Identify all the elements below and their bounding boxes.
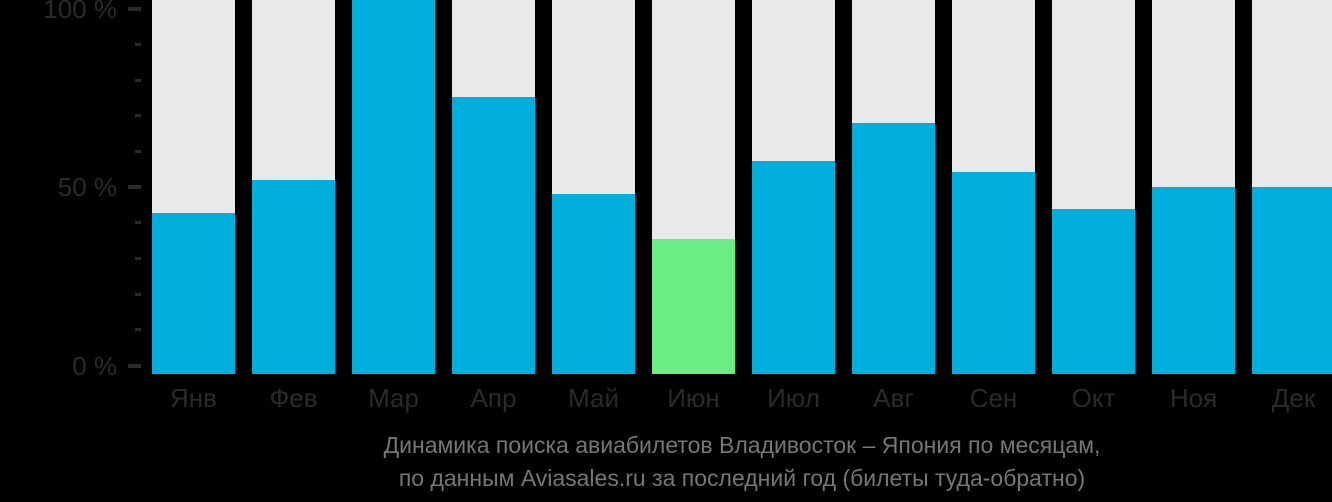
y-tick-label: 0 % — [72, 350, 117, 381]
x-tick-label: Июл — [767, 383, 820, 413]
bar-column — [952, 0, 1035, 374]
x-tick-label: Окт — [1071, 383, 1116, 413]
x-tick-label: Янв — [170, 383, 217, 413]
bar-column — [352, 0, 435, 374]
x-tick-label: Мар — [368, 383, 419, 413]
bar-column — [1052, 0, 1135, 374]
chart-caption: Динамика поиска авиабилетов Владивосток … — [152, 431, 1332, 492]
bar — [1152, 187, 1235, 374]
y-tick-minor — [135, 328, 141, 332]
x-tick-label: Дек — [1271, 383, 1316, 413]
bar — [152, 213, 235, 374]
bar — [852, 123, 935, 374]
y-tick-label: 100 % — [43, 0, 117, 24]
bar — [1252, 187, 1332, 374]
bar-column — [452, 0, 535, 374]
chart-subtitle: по данным Aviasales.ru за последний год … — [398, 465, 1086, 491]
y-tick-major — [128, 363, 141, 368]
x-tick-label: Сен — [969, 383, 1018, 413]
bar-column — [1152, 0, 1235, 374]
bar-column — [152, 0, 235, 374]
bar-column — [252, 0, 335, 374]
bar — [552, 194, 635, 374]
bar — [752, 161, 835, 374]
bar — [352, 0, 435, 374]
x-tick-label: Ноя — [1169, 383, 1218, 413]
x-tick-label: Июн — [667, 383, 720, 413]
x-tick-label: Авг — [873, 383, 914, 413]
y-tick-minor — [135, 221, 141, 225]
bar — [252, 180, 335, 374]
x-tick-label: Фев — [269, 383, 318, 413]
bar-column — [852, 0, 935, 374]
x-tick-label: Апр — [470, 383, 517, 413]
bar-column — [1252, 0, 1332, 374]
x-tick-label: Май — [568, 383, 619, 413]
y-tick-minor — [135, 114, 141, 118]
plot-area — [152, 0, 1332, 374]
y-tick-minor — [135, 150, 141, 154]
bar-highlight — [652, 239, 735, 374]
chart-title: Динамика поиска авиабилетов Владивосток … — [383, 432, 1101, 458]
y-tick-label: 50 % — [57, 172, 117, 203]
bar — [1052, 209, 1135, 374]
y-tick-minor — [135, 292, 141, 296]
bar-column — [652, 0, 735, 374]
y-tick-minor — [135, 43, 141, 47]
y-tick-minor — [135, 78, 141, 82]
bar-column — [752, 0, 835, 374]
y-tick-minor — [135, 257, 141, 261]
y-tick-major — [128, 185, 141, 190]
y-tick-major — [128, 7, 141, 11]
bar — [452, 97, 535, 374]
bar — [952, 172, 1035, 374]
bar-column — [552, 0, 635, 374]
